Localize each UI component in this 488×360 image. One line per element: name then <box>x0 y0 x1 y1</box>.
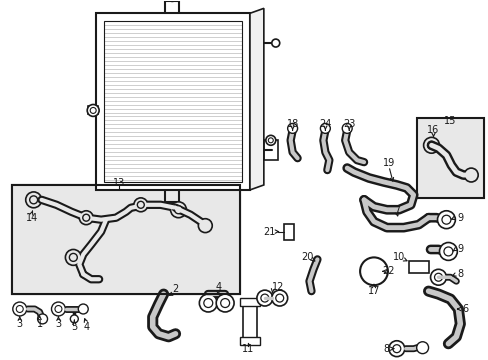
Circle shape <box>134 198 147 212</box>
Bar <box>88 107 98 114</box>
Circle shape <box>416 342 427 354</box>
Text: 7: 7 <box>393 205 399 215</box>
Circle shape <box>439 243 456 260</box>
Text: 4: 4 <box>215 282 221 292</box>
Circle shape <box>70 315 78 323</box>
Text: 3: 3 <box>55 319 61 329</box>
Circle shape <box>79 211 93 225</box>
Circle shape <box>26 192 41 208</box>
Text: 2: 2 <box>172 284 178 294</box>
Text: 16: 16 <box>427 125 439 135</box>
Text: 9: 9 <box>456 244 463 255</box>
Text: 21: 21 <box>263 226 275 237</box>
Polygon shape <box>12 185 240 294</box>
Text: 11: 11 <box>242 344 254 354</box>
Circle shape <box>65 249 81 265</box>
Circle shape <box>216 294 234 312</box>
Text: 20: 20 <box>301 252 313 262</box>
Bar <box>243 301 256 341</box>
Circle shape <box>78 304 88 314</box>
Bar <box>240 337 259 345</box>
Circle shape <box>168 0 176 1</box>
Circle shape <box>13 302 27 316</box>
Bar <box>408 261 427 273</box>
Text: 3: 3 <box>17 319 23 329</box>
Circle shape <box>320 123 330 133</box>
Text: 13: 13 <box>113 178 125 188</box>
Circle shape <box>30 196 38 204</box>
Text: 5: 5 <box>71 322 77 332</box>
Circle shape <box>429 269 446 285</box>
Text: 17: 17 <box>367 286 379 296</box>
Circle shape <box>199 294 217 312</box>
Text: 8: 8 <box>383 344 389 354</box>
Bar <box>12 185 240 294</box>
Bar <box>264 140 277 160</box>
Text: 19: 19 <box>382 158 394 168</box>
Bar <box>240 298 259 306</box>
Circle shape <box>90 108 96 113</box>
Text: 10: 10 <box>392 252 404 262</box>
Polygon shape <box>96 13 249 190</box>
Circle shape <box>51 302 65 316</box>
Text: 12: 12 <box>271 282 284 292</box>
Polygon shape <box>416 118 483 198</box>
Circle shape <box>87 104 99 116</box>
Circle shape <box>359 257 387 285</box>
Text: 22: 22 <box>382 266 394 276</box>
Circle shape <box>174 206 182 214</box>
Text: 4: 4 <box>83 322 89 332</box>
Text: 1: 1 <box>37 319 42 329</box>
Circle shape <box>271 290 287 306</box>
Circle shape <box>342 123 351 133</box>
Bar <box>416 118 483 198</box>
Bar <box>283 224 293 239</box>
Text: 24: 24 <box>319 120 331 130</box>
Circle shape <box>55 306 62 312</box>
Text: 14: 14 <box>25 213 38 223</box>
Circle shape <box>198 219 212 233</box>
Text: 8: 8 <box>456 269 463 279</box>
Circle shape <box>423 137 439 153</box>
Bar <box>104 21 242 182</box>
Circle shape <box>463 168 477 182</box>
Text: 18: 18 <box>286 120 298 130</box>
Circle shape <box>265 135 275 145</box>
Text: 9: 9 <box>456 213 463 223</box>
Circle shape <box>38 314 47 324</box>
Polygon shape <box>249 8 264 190</box>
Circle shape <box>287 123 297 133</box>
Circle shape <box>271 39 279 47</box>
Circle shape <box>170 202 186 218</box>
Text: 6: 6 <box>461 304 468 314</box>
Text: 15: 15 <box>443 116 456 126</box>
Circle shape <box>388 341 404 357</box>
Circle shape <box>16 306 23 312</box>
Circle shape <box>437 211 454 229</box>
Circle shape <box>256 290 272 306</box>
Bar <box>12 185 240 294</box>
Text: 23: 23 <box>342 120 355 130</box>
